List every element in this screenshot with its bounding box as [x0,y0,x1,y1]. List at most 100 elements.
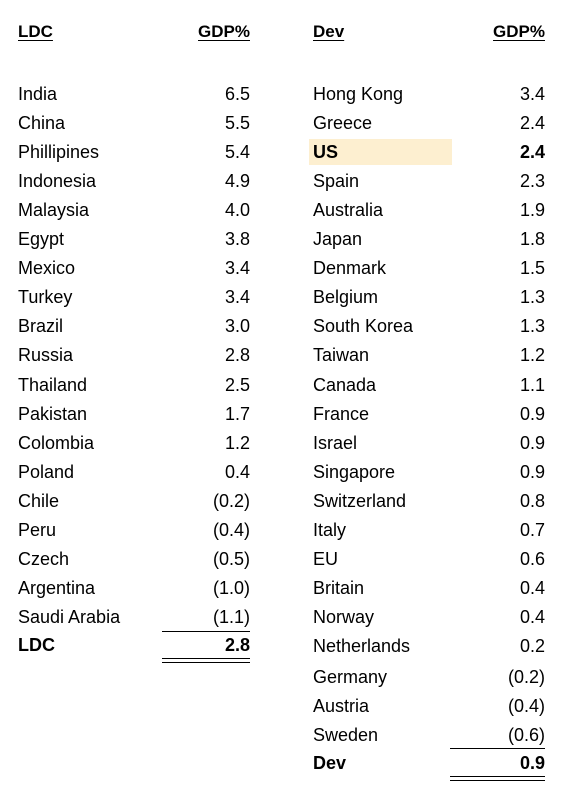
country-name: Germany [313,667,388,687]
country-name: EU [313,548,339,569]
table-row: Thailand 2.5 [18,372,250,398]
table-row: France 0.9 [313,401,545,427]
ldc-header-gdp: GDP% [198,22,250,41]
gdp-value: 2.8 [224,345,250,366]
table-row: India 6.5 [18,81,250,107]
country-name: Switzerland [313,490,407,511]
highlight-cell [309,139,452,166]
country-name: Czech [18,548,70,569]
table-row: Netherlands 0.2 [313,633,545,659]
gdp-value: 5.4 [224,142,250,163]
country-name: Greece [313,113,373,134]
country-name: Malaysia [18,200,90,221]
gdp-value: 2.4 [519,113,545,134]
country-name: South Korea [313,316,414,337]
gdp-value: 0.9 [519,432,545,453]
country-name: Peru [18,519,57,540]
table-row: Japan 1.8 [313,226,545,252]
gdp-value: 0.6 [519,548,545,569]
gdp-value: 3.8 [224,229,250,250]
country-name: Canada [313,374,377,395]
gdp-value: 0.4 [224,461,250,482]
gdp-value: 2.5 [224,374,250,395]
table-row: South Korea 1.3 [313,313,545,339]
country-name: Spain [313,171,360,192]
ldc-header-label: LDC [18,22,53,41]
gdp-value: 0.7 [519,519,545,540]
table-row: Australia 1.9 [313,197,545,223]
gdp-value: (0.6) [507,725,545,745]
gdp-value: (0.4) [507,696,545,716]
country-name: Netherlands [313,635,411,656]
gdp-value: 1.3 [519,287,545,308]
gdp-value: 2.8 [224,635,250,655]
gdp-value: 2.3 [519,171,545,192]
gdp-value: 1.3 [519,316,545,337]
dev-header-label: Dev [313,22,345,41]
table-row: Russia 2.8 [18,342,250,368]
dev-sum-line [450,748,545,749]
table-row: Pakistan 1.7 [18,401,250,427]
table-row: Brazil 3.0 [18,313,250,339]
table-row: Israel 0.9 [313,430,545,456]
gdp-value: 1.7 [224,403,250,424]
ldc-sum-line [162,631,250,632]
table-row: Turkey 3.4 [18,284,250,310]
table-row: Czech (0.5) [18,546,250,572]
table-row: Canada 1.1 [313,372,545,398]
gdp-value: 3.4 [224,287,250,308]
country-name: China [18,113,66,134]
country-name: Britain [313,577,365,598]
gdp-value: (1.0) [212,577,250,598]
country-name: Phillipines [18,142,100,163]
table-row: Egypt 3.8 [18,226,250,252]
table-row: Denmark 1.5 [313,255,545,281]
gdp-value: 6.5 [224,84,250,104]
table-row: Germany (0.2) [313,664,545,690]
table-row: Mexico 3.4 [18,255,250,281]
gdp-value: 1.8 [519,229,545,250]
table-row: Peru (0.4) [18,517,250,543]
country-name: Thailand [18,374,88,395]
gdp-value: 0.9 [519,403,545,424]
gdp-value: 2.4 [519,142,545,163]
gdp-value: (0.5) [212,548,250,569]
gdp-value: 1.9 [519,200,545,221]
country-name: Denmark [313,258,387,279]
country-name: Argentina [18,577,96,598]
country-name: Turkey [18,287,73,308]
table-row: Chile (0.2) [18,488,250,514]
gdp-value: 0.9 [519,753,545,773]
table-row: Argentina (1.0) [18,575,250,601]
country-name: Norway [313,606,375,627]
table-row: Switzerland 0.8 [313,488,545,514]
table-row: Spain 2.3 [313,168,545,194]
dev-total-row: Dev 0.9 [313,750,545,776]
table-row: Colombia 1.2 [18,430,250,456]
table-row: Saudi Arabia (1.1) [18,604,250,630]
country-name: Austria [313,696,370,716]
gdp-value: (1.1) [212,606,250,627]
gdp-value: 0.4 [519,577,545,598]
table-row: Italy 0.7 [313,517,545,543]
table-row: Sweden (0.6) [313,722,545,748]
gdp-value: (0.2) [212,490,250,511]
country-name: Colombia [18,432,95,453]
gdp-value: 0.2 [519,635,545,656]
gdp-value: 1.2 [519,345,545,366]
country-name: Chile [18,490,60,511]
table-row: Britain 0.4 [313,575,545,601]
country-name: France [313,403,370,424]
country-name: Taiwan [313,345,370,366]
gdp-value: 1.2 [224,432,250,453]
country-name: Indonesia [18,171,97,192]
country-name: LDC [18,635,55,655]
gdp-value: 5.5 [224,113,250,134]
table-row: China 5.5 [18,110,250,136]
table-row: Greece 2.4 [313,110,545,136]
country-name: Poland [18,461,75,482]
country-name: Sweden [313,725,379,745]
ldc-total-row: LDC 2.8 [18,632,250,658]
country-name: Pakistan [18,403,88,424]
country-name: Saudi Arabia [18,606,121,627]
